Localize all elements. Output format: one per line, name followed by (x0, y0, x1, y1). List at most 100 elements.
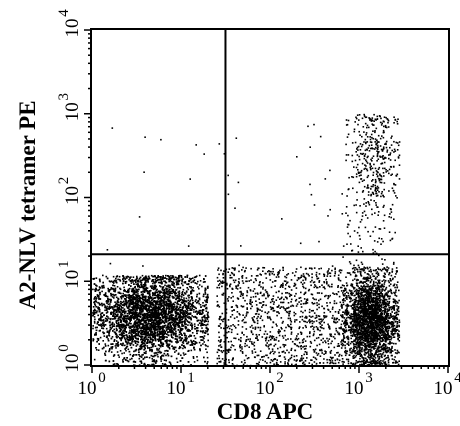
event-dot (140, 347, 143, 349)
event-dot (151, 355, 154, 358)
event-dot (94, 311, 96, 314)
event-dot (145, 338, 148, 340)
event-dot (165, 318, 168, 320)
event-dot (316, 344, 318, 347)
event-dot (148, 341, 150, 344)
event-dot (138, 312, 140, 314)
event-dot (284, 358, 287, 360)
event-dot (125, 319, 128, 322)
event-dot (303, 345, 306, 348)
event-dot (145, 352, 147, 355)
event-dot (140, 356, 143, 358)
event-dot (246, 344, 248, 347)
event-dot (138, 304, 141, 307)
event-dot (115, 281, 118, 284)
event-dot (142, 333, 145, 335)
event-dot (158, 312, 160, 315)
event-dot (170, 321, 173, 324)
event-dot (163, 306, 165, 309)
event-dot (194, 282, 197, 284)
event-dot (190, 281, 193, 284)
event-dot (176, 313, 179, 316)
event-dot (159, 299, 162, 302)
event-dot (178, 295, 181, 297)
event-dot (128, 296, 131, 298)
event-dot (133, 326, 136, 328)
event-dot (136, 283, 139, 286)
event-dot (204, 275, 207, 277)
event-dot (136, 304, 139, 307)
event-dot (188, 296, 190, 299)
event-dot (113, 279, 116, 282)
event-dot (124, 311, 127, 313)
event-dot (150, 319, 153, 321)
event-dot (184, 306, 187, 308)
event-dot (186, 315, 188, 317)
event-dot (158, 347, 161, 350)
event-dot (153, 355, 155, 358)
event-dot (168, 339, 170, 342)
event-dot (165, 364, 167, 366)
event-dot (148, 275, 150, 278)
event-dot (111, 306, 114, 309)
event-dot (143, 342, 145, 345)
event-dot (161, 363, 164, 365)
event-dot (124, 312, 126, 315)
event-dot (328, 346, 330, 349)
event-dot (308, 318, 311, 321)
event-dot (123, 323, 125, 326)
event-dot (196, 330, 198, 332)
event-dot (305, 315, 307, 318)
event-dot (181, 311, 183, 314)
event-dot (141, 326, 143, 329)
event-dot (146, 323, 148, 325)
event-dot (94, 300, 96, 303)
event-dot (331, 360, 334, 362)
event-dot (141, 319, 143, 321)
event-dot (148, 347, 151, 349)
event-dot (132, 361, 135, 363)
event-dot (112, 311, 115, 314)
event-dot (176, 340, 179, 342)
event-dot (104, 292, 107, 294)
event-dot (119, 287, 121, 290)
event-dot (161, 288, 164, 291)
event-dot (199, 319, 202, 322)
event-dot (205, 301, 207, 303)
event-dot (182, 325, 185, 327)
event-dot (177, 287, 179, 289)
event-dot (95, 287, 97, 290)
event-dot (116, 351, 119, 353)
event-dot (150, 274, 153, 277)
event-dot (179, 345, 181, 348)
event-dot (93, 308, 96, 311)
event-dot (159, 321, 162, 323)
event-dot (290, 347, 293, 350)
event-dot (127, 323, 129, 326)
event-dot (275, 339, 277, 341)
event-dot (217, 348, 220, 351)
event-dot (284, 344, 287, 346)
event-dot (149, 325, 151, 327)
event-dot (164, 363, 166, 365)
event-dot (102, 327, 105, 330)
event-dot (146, 308, 148, 310)
event-dot (168, 361, 171, 363)
event-dot (121, 336, 124, 338)
event-dot (196, 359, 199, 362)
event-dot (182, 284, 184, 287)
event-dot (146, 356, 148, 358)
event-dot (233, 337, 235, 339)
event-dot (338, 295, 341, 298)
event-dot (137, 297, 140, 300)
event-dot (126, 335, 128, 338)
event-dot (233, 317, 236, 320)
event-dot (184, 353, 187, 355)
event-dot (206, 299, 208, 302)
event-dot (338, 270, 341, 272)
event-dot (144, 319, 147, 322)
event-dot (134, 336, 137, 339)
event-dot (194, 325, 196, 328)
event-dot (260, 302, 262, 304)
